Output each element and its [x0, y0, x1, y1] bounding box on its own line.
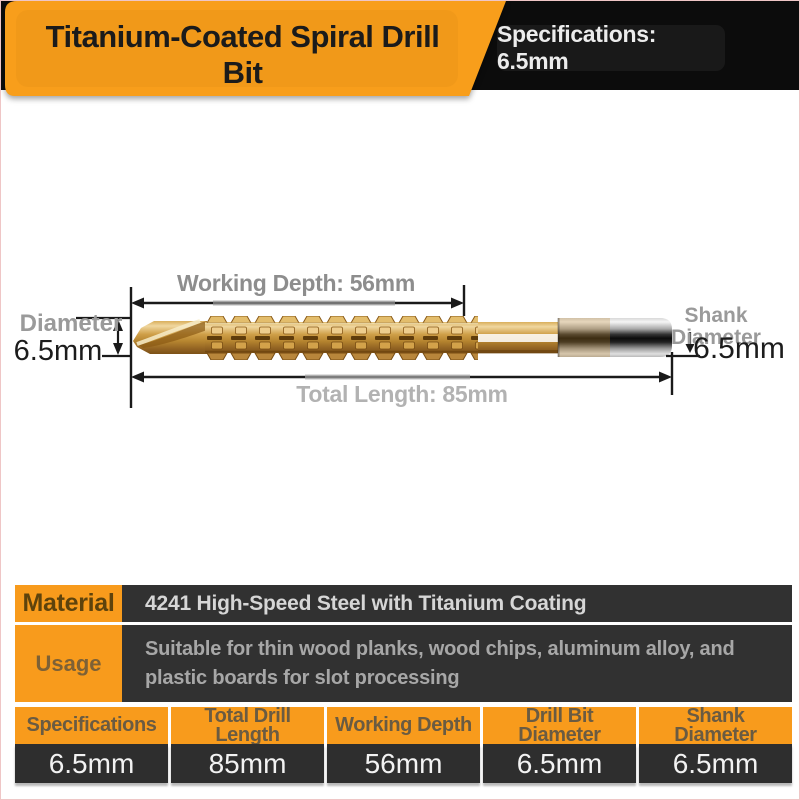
- drill-bit-image: [133, 316, 672, 360]
- title-panel-inner: [16, 10, 458, 87]
- spec-value-specifications: 6.5mm: [15, 744, 168, 783]
- spec-header-total-drill-length: Total Drill Length: [171, 706, 324, 745]
- shank-diameter-label-line2: Diameter: [671, 326, 761, 349]
- drill-tip-flute: [139, 321, 207, 348]
- drill-dimension-diagram: Working Depth: 56mm Total Length: 85mm D…: [14, 270, 785, 408]
- diameter-arrow: [76, 316, 131, 358]
- spec-value-drill-bit-diameter: 6.5mm: [483, 744, 636, 783]
- material-label: Material: [15, 585, 122, 622]
- spec-value-shank-diameter: 6.5mm: [639, 744, 792, 783]
- usage-label: Usage: [15, 625, 122, 702]
- working-depth-arrow: [131, 297, 464, 309]
- spec-header-shank-diameter: Shank Diameter: [639, 706, 792, 745]
- shank-diameter-label-line1: Shank: [684, 304, 747, 327]
- usage-value: Suitable for thin wood planks, wood chip…: [122, 625, 792, 702]
- page-title: Titanium-Coated Spiral Drill Bit: [10, 19, 475, 91]
- drill-serrations: [205, 316, 478, 360]
- spec-header-working-depth: Working Depth: [327, 707, 480, 744]
- spec-badge-text: Specifications: 6.5mm: [497, 21, 657, 74]
- total-length-label: Total Length: 85mm: [296, 381, 507, 407]
- spec-badge: Specifications: 6.5mm: [497, 21, 725, 74]
- spec-value-working-depth: 56mm: [327, 744, 480, 783]
- drill-tip-highlight: [136, 319, 201, 346]
- diameter-value: 6.5mm: [14, 335, 103, 367]
- working-depth-label: Working Depth: 56mm: [177, 270, 415, 296]
- usage-row: Usage Suitable for thin wood planks, woo…: [15, 625, 792, 702]
- spec-header-drill-bit-diameter: Drill Bit Diameter: [483, 706, 636, 745]
- title-panel: [5, 1, 506, 96]
- total-length-arrow: [131, 371, 672, 383]
- row-separator: [15, 622, 792, 625]
- page-title-line1: Titanium-Coated Spiral Drill: [45, 19, 440, 54]
- shank-diameter-value: 6.5mm: [693, 332, 785, 365]
- diameter-label: Diameter: [20, 310, 123, 337]
- shank-diameter-arrow: [666, 332, 700, 358]
- spec-table: Specifications Total Drill Length Workin…: [15, 706, 792, 783]
- drill-shank: [558, 318, 672, 357]
- usage-value-text: Suitable for thin wood planks, wood chip…: [145, 637, 735, 689]
- page-title-line2: Bit: [222, 55, 263, 90]
- dimension-boundary-lines: [129, 285, 674, 408]
- title-panel-shape: [5, 1, 506, 96]
- spec-header-specifications: Specifications: [15, 707, 168, 744]
- spec-value-total-drill-length: 85mm: [171, 744, 324, 783]
- info-table: Material 4241 High-Speed Steel with Tita…: [15, 585, 792, 702]
- material-row: Material 4241 High-Speed Steel with Tita…: [15, 585, 792, 622]
- material-value: 4241 High-Speed Steel with Titanium Coat…: [122, 585, 792, 622]
